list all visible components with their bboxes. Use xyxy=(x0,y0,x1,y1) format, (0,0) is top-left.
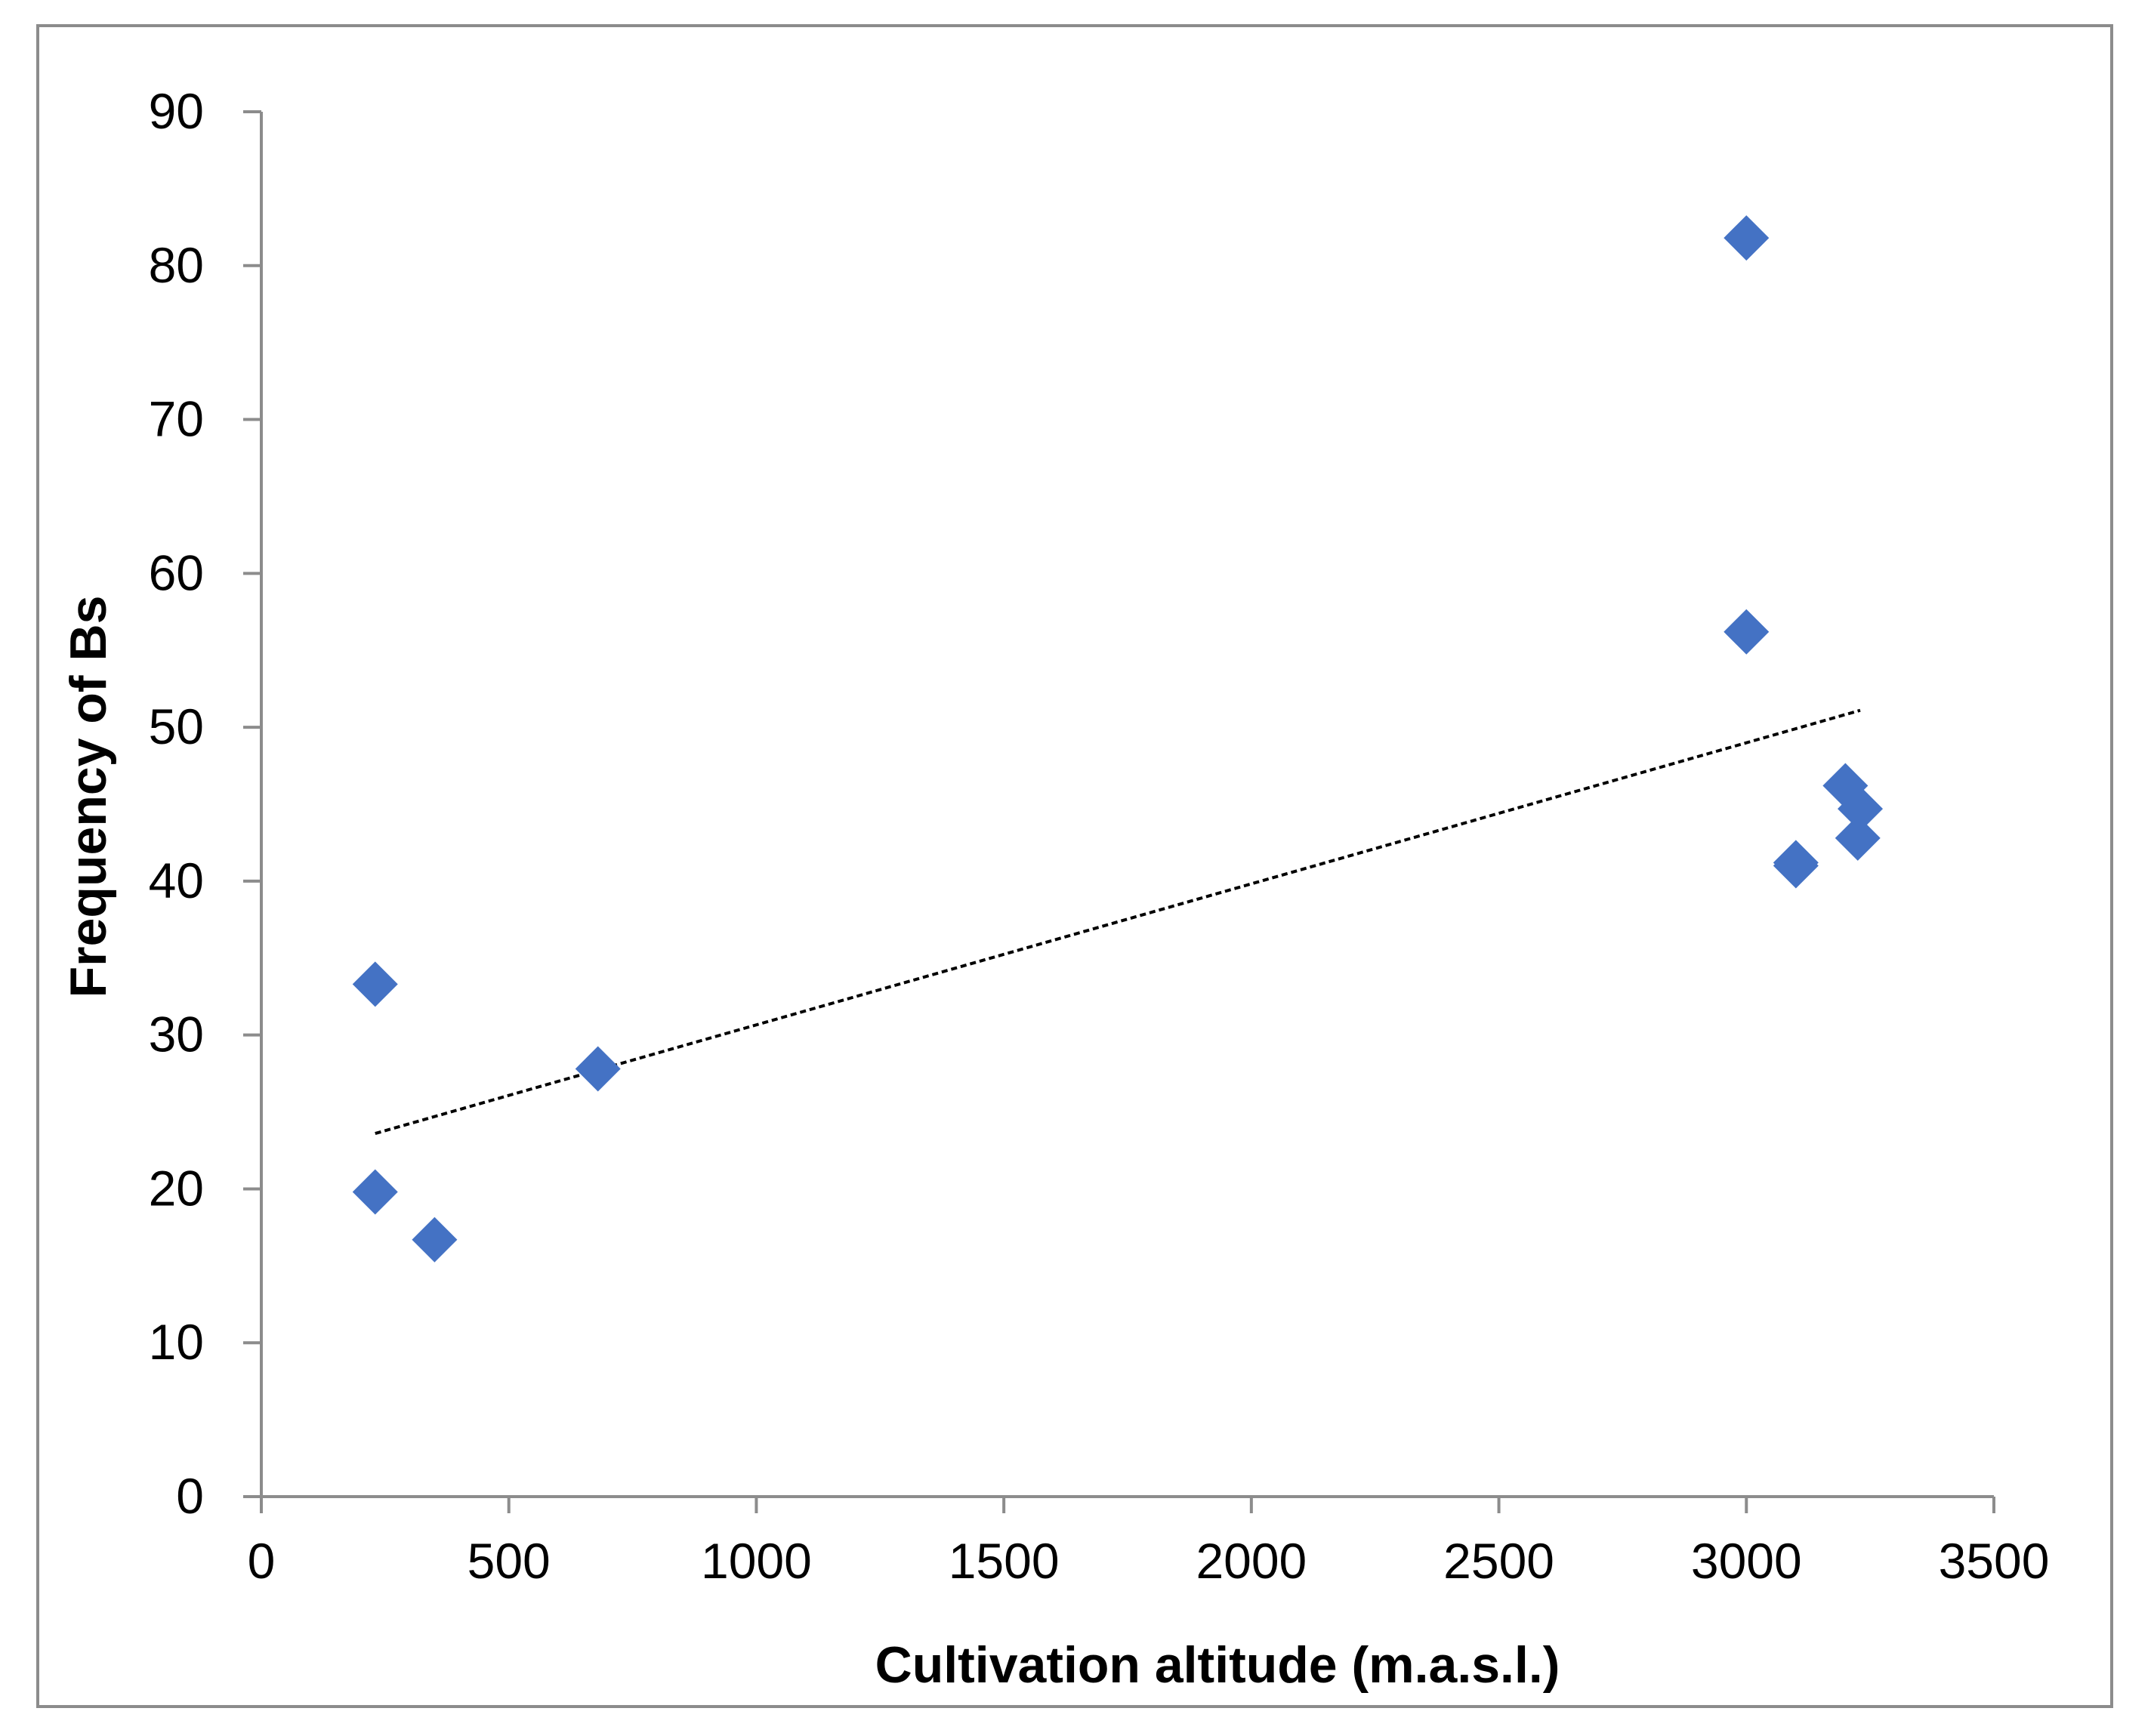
x-axis-title: Cultivation altitude (m.a.s.l.) xyxy=(875,1636,1560,1694)
x-tick-label: 500 xyxy=(468,1533,551,1589)
y-tick-label: 30 xyxy=(149,1007,204,1062)
data-point xyxy=(352,961,398,1007)
ticks: 0 10 20 30 40 50 60 70 80 90 0 500 1000 1500 2000 2500 3… xyxy=(149,83,2050,1589)
x-tick-label: 2500 xyxy=(1443,1533,1554,1589)
y-tick-label: 90 xyxy=(149,83,204,139)
y-tick-label: 40 xyxy=(149,853,204,908)
data-point xyxy=(1724,609,1770,655)
data-point xyxy=(1838,786,1884,832)
x-tick-label: 2000 xyxy=(1196,1533,1307,1589)
y-tick-label: 0 xyxy=(176,1468,204,1524)
x-tick-label: 0 xyxy=(248,1533,276,1589)
data-point xyxy=(1773,843,1819,889)
data-point xyxy=(352,1169,398,1215)
x-tick-label: 3500 xyxy=(1939,1533,2050,1589)
data-point xyxy=(575,1046,621,1092)
chart-frame xyxy=(36,24,2113,1708)
x-tick-label: 1000 xyxy=(701,1533,812,1589)
y-tick-label: 10 xyxy=(149,1314,204,1370)
y-tick-label: 50 xyxy=(149,698,204,754)
y-tick-label: 60 xyxy=(149,544,204,600)
trendline-group xyxy=(375,708,1861,1136)
y-axis-title: Frequency of Bs xyxy=(60,596,117,998)
x-tick-label: 3000 xyxy=(1691,1533,1802,1589)
y-tick-label: 20 xyxy=(149,1160,204,1216)
data-points xyxy=(352,215,1884,1263)
data-point xyxy=(1835,815,1881,861)
x-tick-label: 1500 xyxy=(949,1533,1060,1589)
data-point xyxy=(412,1216,458,1263)
y-tick-label: 80 xyxy=(149,237,204,293)
data-point xyxy=(1724,215,1770,261)
trendline xyxy=(375,708,1861,1136)
axes xyxy=(260,112,1994,1498)
y-tick-label: 70 xyxy=(149,391,204,447)
